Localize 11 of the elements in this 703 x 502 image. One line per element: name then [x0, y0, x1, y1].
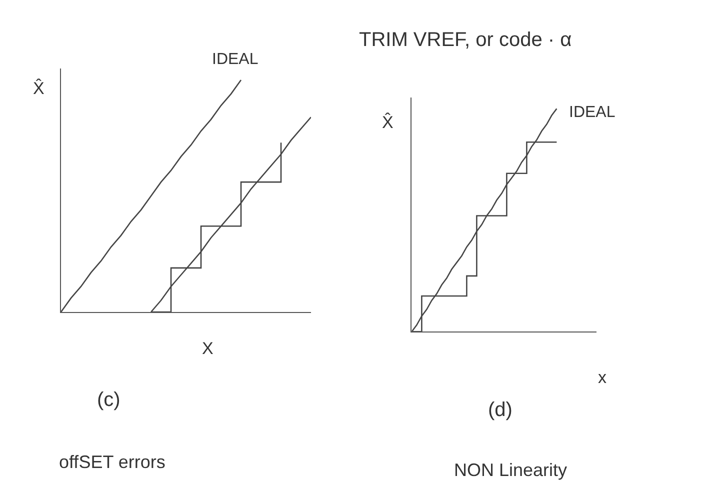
text: offSET errors	[59, 452, 166, 472]
text: (d)	[488, 399, 512, 421]
text: TRIM VREF, or code · α	[359, 29, 572, 51]
text: NON Linearity	[454, 460, 568, 480]
y-axis-title: X̂	[382, 112, 394, 132]
y-axis-title: X̂	[33, 78, 44, 98]
text: (c)	[97, 389, 120, 411]
x-axis-title: x	[598, 368, 607, 387]
x-axis-title: X	[202, 339, 214, 358]
series-label: IDEAL	[212, 51, 258, 68]
series-label: IDEAL	[569, 104, 616, 121]
